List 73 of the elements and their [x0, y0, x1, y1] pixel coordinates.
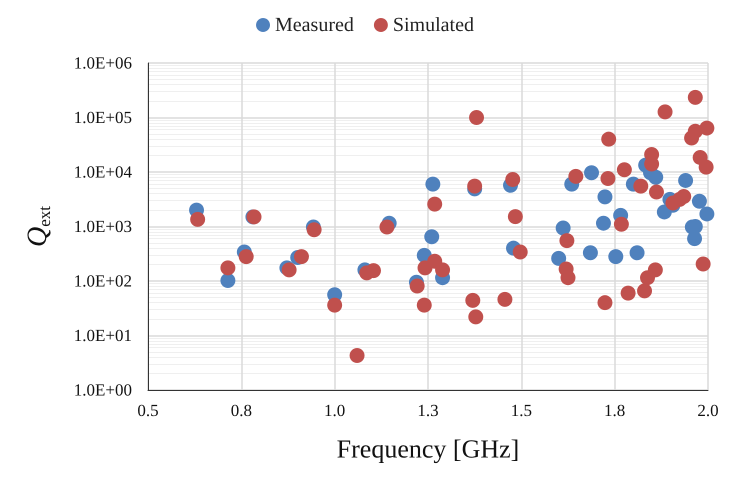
point — [648, 170, 664, 185]
point — [508, 209, 523, 224]
point — [687, 231, 702, 246]
point — [410, 278, 425, 294]
point — [620, 286, 636, 301]
y-tick-label: 1.0E+06 — [74, 54, 132, 72]
point — [190, 212, 206, 227]
point — [497, 292, 512, 307]
point — [425, 176, 440, 192]
point — [294, 249, 309, 264]
point — [688, 90, 703, 105]
point — [416, 298, 432, 313]
point — [560, 270, 576, 286]
point — [379, 219, 394, 234]
point — [424, 229, 440, 244]
point — [678, 172, 694, 188]
point — [559, 233, 574, 248]
x-tick-label: 0.5 — [137, 401, 159, 420]
point — [597, 295, 612, 310]
point — [633, 178, 648, 194]
point — [220, 260, 236, 276]
point — [658, 104, 673, 120]
x-tick-label: 0.8 — [230, 401, 252, 420]
x-axis-title: Frequency [GHz] — [336, 434, 520, 464]
point — [465, 292, 480, 308]
y-tick-label: 1.0E+05 — [74, 108, 132, 127]
x-tick-label: 1.8 — [604, 401, 626, 420]
point — [468, 309, 484, 324]
point — [366, 263, 381, 278]
point — [600, 171, 616, 186]
point — [512, 244, 528, 260]
point — [596, 216, 611, 231]
point — [327, 298, 342, 313]
point — [637, 283, 652, 298]
point — [699, 206, 714, 222]
legend-label: Measured — [275, 14, 354, 36]
point — [556, 220, 571, 236]
legend-label: Simulated — [392, 14, 474, 36]
point — [306, 222, 322, 238]
x-tick-label: 1.5 — [510, 401, 532, 420]
y-tick-label: 1.0E+00 — [74, 380, 132, 400]
point — [698, 160, 714, 175]
point — [601, 132, 616, 147]
point — [672, 192, 688, 207]
y-axis-title: Qext — [22, 206, 54, 247]
point — [584, 165, 600, 180]
y-tick-label: 1.0E+04 — [74, 162, 132, 182]
point — [505, 172, 520, 187]
point — [427, 196, 442, 212]
point — [648, 262, 663, 278]
point — [582, 245, 598, 260]
point — [692, 194, 707, 209]
point — [551, 250, 566, 266]
point — [648, 184, 664, 200]
point — [597, 189, 612, 204]
point — [435, 262, 450, 278]
x-tick-label: 2.0 — [697, 401, 719, 420]
point — [630, 245, 645, 260]
point — [616, 162, 632, 178]
point — [699, 120, 714, 136]
point — [614, 216, 629, 232]
point — [238, 249, 254, 264]
point — [568, 168, 584, 184]
point — [608, 249, 624, 264]
y-tick-label: 1.0E+02 — [74, 272, 132, 290]
x-tick-label: 1.0 — [324, 401, 346, 420]
y-tick-label: 1.0E+03 — [74, 217, 132, 236]
point — [696, 256, 711, 272]
point — [350, 348, 365, 363]
y-tick-label: 1.0E+01 — [74, 326, 132, 345]
x-tick-label: 1.3 — [417, 401, 439, 420]
point — [220, 273, 236, 288]
point — [469, 110, 484, 125]
